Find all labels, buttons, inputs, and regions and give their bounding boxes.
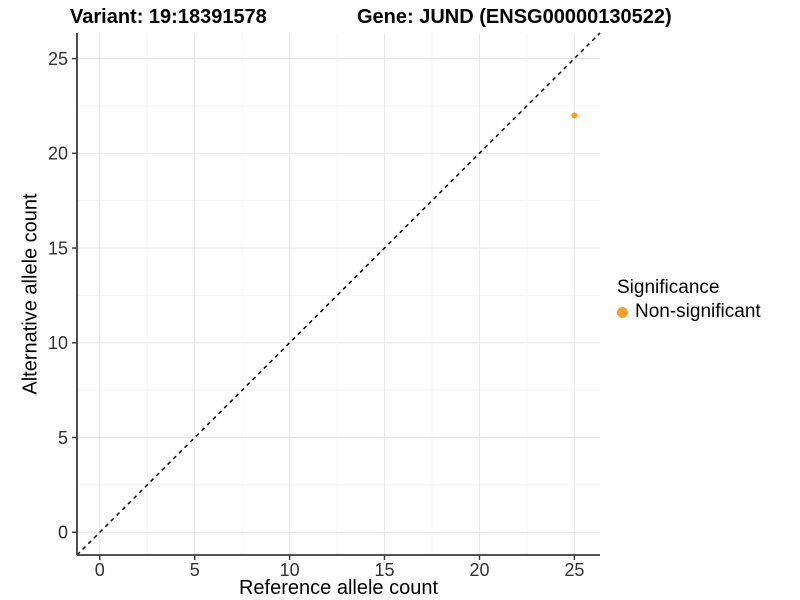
variant-title: Variant: 19:18391578 bbox=[70, 6, 267, 28]
x-tick-label: 0 bbox=[95, 560, 105, 580]
y-tick-label: 20 bbox=[48, 144, 68, 164]
legend-point-icon bbox=[617, 306, 628, 318]
y-tick-label: 0 bbox=[58, 523, 68, 543]
x-axis-title: Reference allele count bbox=[238, 577, 438, 599]
legend-entry: Non-significant bbox=[617, 301, 761, 323]
identity-line bbox=[76, 32, 601, 556]
legend: Significance Non-significant bbox=[617, 277, 761, 323]
x-tick-label: 25 bbox=[564, 560, 584, 580]
data-point bbox=[571, 112, 578, 119]
legend-title: Significance bbox=[617, 277, 720, 298]
x-tick-label: 5 bbox=[190, 560, 200, 580]
y-tick-label: 15 bbox=[48, 238, 68, 258]
gene-title: Gene: JUND (ENSG00000130522) bbox=[357, 6, 672, 28]
x-tick-label: 20 bbox=[469, 560, 489, 580]
legend-entries: Non-significant bbox=[617, 301, 761, 323]
y-tick-label: 5 bbox=[58, 428, 68, 448]
x-tick-label: 15 bbox=[375, 560, 395, 580]
y-axis-title: Alternative allele count bbox=[19, 193, 42, 395]
y-tick-label: 25 bbox=[48, 49, 68, 69]
x-tick-label: 10 bbox=[280, 560, 300, 580]
legend-entry-label: Non-significant bbox=[635, 301, 761, 322]
y-tick-label: 10 bbox=[48, 333, 68, 353]
